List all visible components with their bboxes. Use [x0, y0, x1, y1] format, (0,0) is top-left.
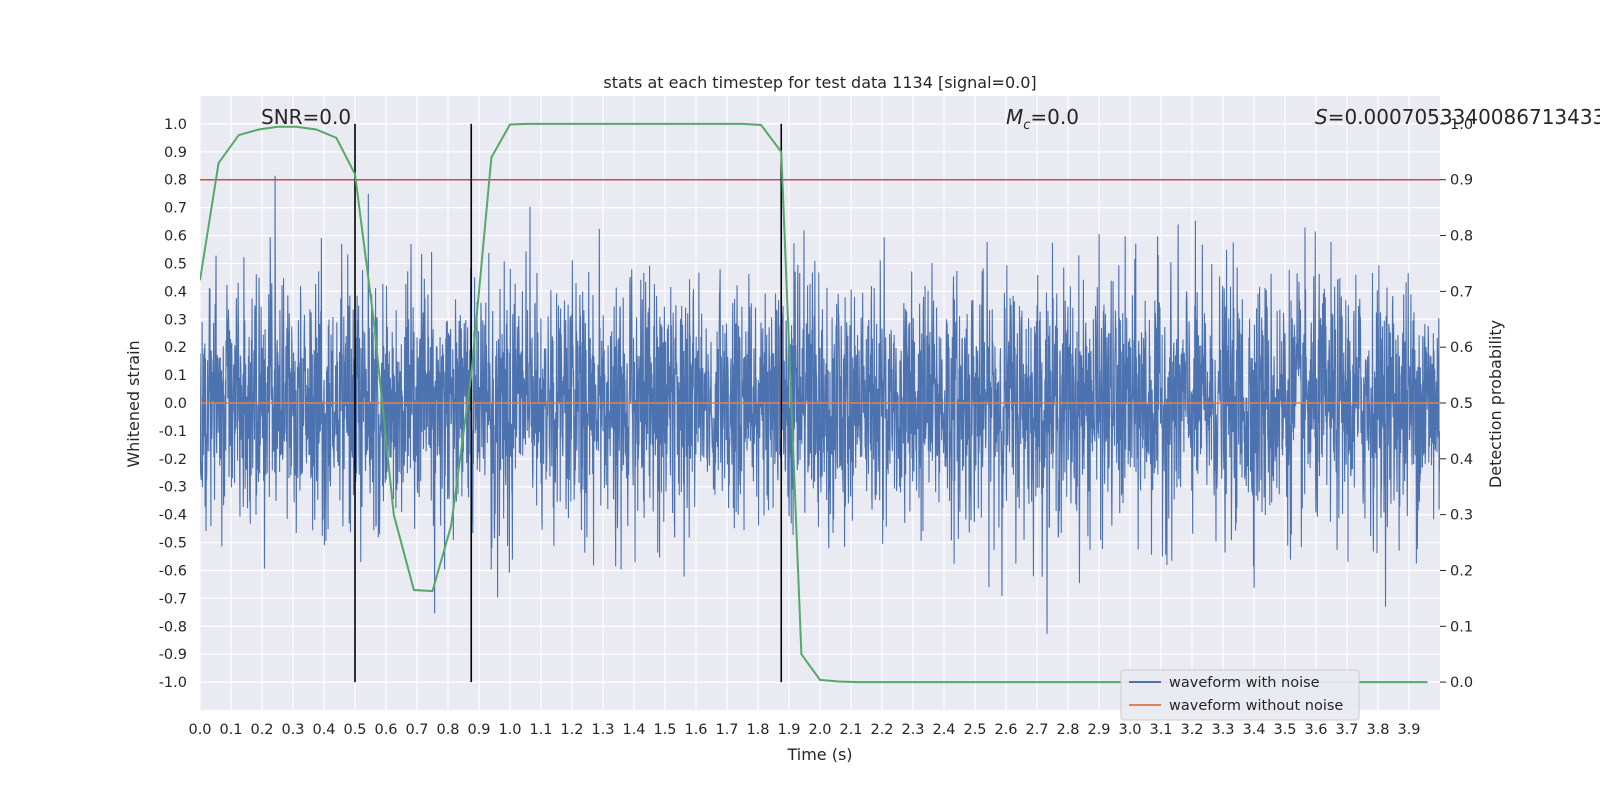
y-tick-label: 0.8 — [164, 173, 187, 189]
x-tick-label: 1.1 — [529, 722, 552, 738]
x-tick-label: 3.7 — [1335, 722, 1358, 738]
x-tick-label: 0.2 — [250, 722, 273, 738]
s-symbol: S — [1315, 105, 1328, 129]
y-tick-label: -0.4 — [159, 508, 187, 524]
probability-series — [200, 122, 1428, 684]
y-tick-label: -0.1 — [159, 424, 187, 440]
y-tick-label: 0.0 — [164, 396, 187, 412]
y-tick-label: -0.7 — [159, 591, 187, 607]
noise-series — [200, 175, 1440, 634]
y-right-tick-label: 1.0 — [1450, 117, 1473, 133]
y-tick-labels: 1.0 0.9 0.8 0.7 0.6 0.5 0.4 0.3 0.2 0.1 0.0 -0.1 -0.… — [159, 117, 187, 691]
y-axis-label: Whitened strain — [124, 340, 143, 467]
y-right-tick-label: 0.3 — [1450, 508, 1473, 524]
y-tick-label: 0.1 — [164, 368, 187, 384]
y-tick-label: -1.0 — [159, 675, 187, 691]
y-right-tick-label: 0.2 — [1450, 563, 1473, 579]
y-right-tick-label: 0.8 — [1450, 229, 1473, 245]
x-tick-label: 3.3 — [1211, 722, 1234, 738]
legend-box — [1120, 669, 1360, 721]
x-tick-label: 1.3 — [591, 722, 614, 738]
x-tick-label: 2.2 — [870, 722, 893, 738]
y-right-tick-label: 0.5 — [1450, 396, 1473, 412]
x-tick-label: 1.8 — [746, 722, 769, 738]
x-tick-label: 0.3 — [281, 722, 304, 738]
y-tick-label: 0.7 — [164, 201, 187, 217]
x-tick-label: 3.5 — [1273, 722, 1296, 738]
mc-annotation: Mc=0.0 — [1006, 105, 1079, 133]
x-tick-label: 2.1 — [839, 722, 862, 738]
chart-title: stats at each timestep for test data 113… — [603, 73, 1036, 92]
legend-label-clean: waveform without noise — [1169, 698, 1343, 714]
x-tick-label: 2.3 — [901, 722, 924, 738]
x-tick-label: 0.0 — [188, 722, 211, 738]
x-tick-labels: 0.0 0.1 0.2 0.3 0.4 0.5 0.6 0.7 0.8 0.9 1.0 1.1 1.2 1… — [188, 722, 1420, 738]
x-tick-label: 1.7 — [715, 722, 738, 738]
x-tick-label: 0.4 — [312, 722, 335, 738]
y-tick-label: 0.6 — [164, 229, 187, 245]
x-tick-label: 3.1 — [1149, 722, 1172, 738]
y-tick-label: 0.5 — [164, 256, 187, 272]
s-value: =0.0007053340086713433 — [1328, 105, 1600, 129]
x-tick-label: 1.9 — [777, 722, 800, 738]
x-tick-label: 2.9 — [1087, 722, 1110, 738]
x-tick-label: 3.8 — [1366, 722, 1389, 738]
x-tick-label: 2.4 — [932, 722, 955, 738]
y-right-tick-label: 0.6 — [1450, 340, 1473, 356]
y-tick-label: -0.8 — [159, 619, 187, 635]
reference-lines — [200, 123, 1440, 683]
x-tick-label: 0.8 — [436, 722, 459, 738]
y-tick-label: 1.0 — [164, 117, 187, 133]
y-right-tick-labels: 1.0 0.9 0.8 0.7 0.6 0.5 0.4 0.3 0.2 0.1 0.0 — [1450, 117, 1473, 691]
x-tick-label: 0.9 — [467, 722, 490, 738]
x-tick-label: 0.6 — [374, 722, 397, 738]
x-tick-label: 1.5 — [653, 722, 676, 738]
x-tick-label: 3.0 — [1118, 722, 1141, 738]
x-tick-label: 0.5 — [343, 722, 366, 738]
y-right-tick-label: 0.1 — [1450, 619, 1473, 635]
y-right-tick-label: 0.7 — [1450, 284, 1473, 300]
x-tick-label: 2.0 — [808, 722, 831, 738]
x-tick-label: 3.6 — [1304, 722, 1327, 738]
snr-annotation: SNR=0.0 — [261, 105, 351, 129]
mc-value: =0.0 — [1030, 105, 1079, 129]
x-axis-label: Time (s) — [786, 745, 852, 764]
x-tick-label: 3.9 — [1397, 722, 1420, 738]
s-annotation: S=0.0007053340086713433 — [1315, 105, 1600, 129]
x-tick-label: 1.4 — [622, 722, 645, 738]
x-tick-label: 0.7 — [405, 722, 428, 738]
y-tick-label: -0.3 — [159, 480, 187, 496]
y-tick-label: 0.3 — [164, 312, 187, 328]
x-tick-label: 2.7 — [1025, 722, 1048, 738]
noise-line — [200, 175, 1440, 634]
y-tick-label: -0.9 — [159, 647, 187, 663]
y-tick-label: -0.5 — [159, 536, 187, 552]
x-tick-label: 1.2 — [560, 722, 583, 738]
y-right-tick-label: 0.9 — [1450, 173, 1473, 189]
mc-subscript: c — [1023, 118, 1030, 133]
x-tick-label: 3.4 — [1242, 722, 1265, 738]
detection-probability-line — [200, 122, 1428, 684]
x-tick-label: 2.5 — [963, 722, 986, 738]
x-tick-label: 2.6 — [994, 722, 1017, 738]
y-tick-label: -0.2 — [159, 452, 187, 468]
x-tick-label: 1.0 — [498, 722, 521, 738]
legend-label-noise: waveform with noise — [1169, 675, 1320, 691]
y-right-tick-label: 0.0 — [1450, 675, 1473, 691]
x-tick-label: 0.1 — [219, 722, 242, 738]
y-right-tick-label: 0.4 — [1450, 452, 1473, 468]
y-tick-label: 0.9 — [164, 145, 187, 161]
x-tick-label: 2.8 — [1056, 722, 1079, 738]
y-tick-label: 0.2 — [164, 340, 187, 356]
mc-symbol: M — [1006, 105, 1023, 129]
y-tick-label: -0.6 — [159, 563, 187, 579]
y-right-axis-label: Detection probability — [1486, 320, 1505, 488]
x-tick-label: 1.6 — [684, 722, 707, 738]
x-tick-label: 3.2 — [1180, 722, 1203, 738]
legend: waveform with noise waveform without noi… — [1120, 669, 1360, 721]
y-tick-label: 0.4 — [164, 284, 187, 300]
